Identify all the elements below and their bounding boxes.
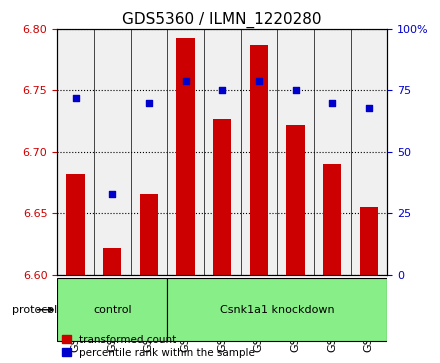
FancyBboxPatch shape	[167, 278, 387, 341]
Bar	[323, 164, 341, 275]
Text: protocol: protocol	[12, 305, 57, 315]
Bar	[140, 193, 158, 275]
Title: GDS5360 / ILMN_1220280: GDS5360 / ILMN_1220280	[122, 12, 322, 28]
Legend: transformed count, percentile rank within the sample: transformed count, percentile rank withi…	[62, 335, 255, 358]
Point	[365, 105, 372, 111]
FancyBboxPatch shape	[57, 278, 167, 341]
Point	[109, 191, 116, 196]
Point	[145, 100, 152, 106]
Point	[72, 95, 79, 101]
Bar	[66, 174, 85, 275]
Bar	[360, 207, 378, 275]
Point	[329, 100, 336, 106]
Point	[182, 78, 189, 83]
Text: Csnk1a1 knockdown: Csnk1a1 knockdown	[220, 305, 334, 315]
Bar	[103, 248, 121, 275]
Bar	[250, 45, 268, 275]
Point	[255, 78, 262, 83]
Point	[292, 87, 299, 93]
Bar	[286, 125, 305, 275]
Bar	[176, 38, 194, 275]
Text: control: control	[93, 305, 132, 315]
Point	[219, 87, 226, 93]
Bar	[213, 119, 231, 275]
